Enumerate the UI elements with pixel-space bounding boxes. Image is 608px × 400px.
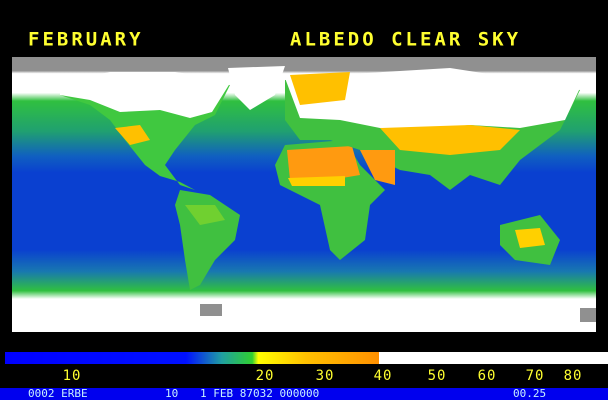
footer-scale: 00.25: [513, 387, 546, 400]
colorbar-tick-label: 50: [428, 368, 447, 384]
colorbar: [5, 352, 608, 364]
colorbar-tick-label: 10: [63, 368, 82, 384]
footer-source: 0002 ERBE: [28, 387, 88, 400]
footer-code: 10: [165, 387, 178, 400]
colorbar-ticks: 10 20 30 40 50 60 70 80: [63, 368, 583, 384]
colorbar-tick-label: 70: [526, 368, 545, 384]
title: ALBEDO CLEAR SKY: [290, 29, 521, 51]
colorbar-tick-label: 80: [564, 368, 583, 384]
footer-date: 1 FEB 87032 000000: [200, 387, 319, 400]
colorbar-tick-label: 20: [256, 368, 275, 384]
colorbar-tick-label: 30: [316, 368, 335, 384]
footer-bar: [0, 388, 608, 400]
colorbar-tick-label: 40: [374, 368, 393, 384]
map: [12, 57, 596, 332]
month: FEBRUARY: [28, 29, 144, 51]
colorbar-tick-label: 60: [478, 368, 497, 384]
